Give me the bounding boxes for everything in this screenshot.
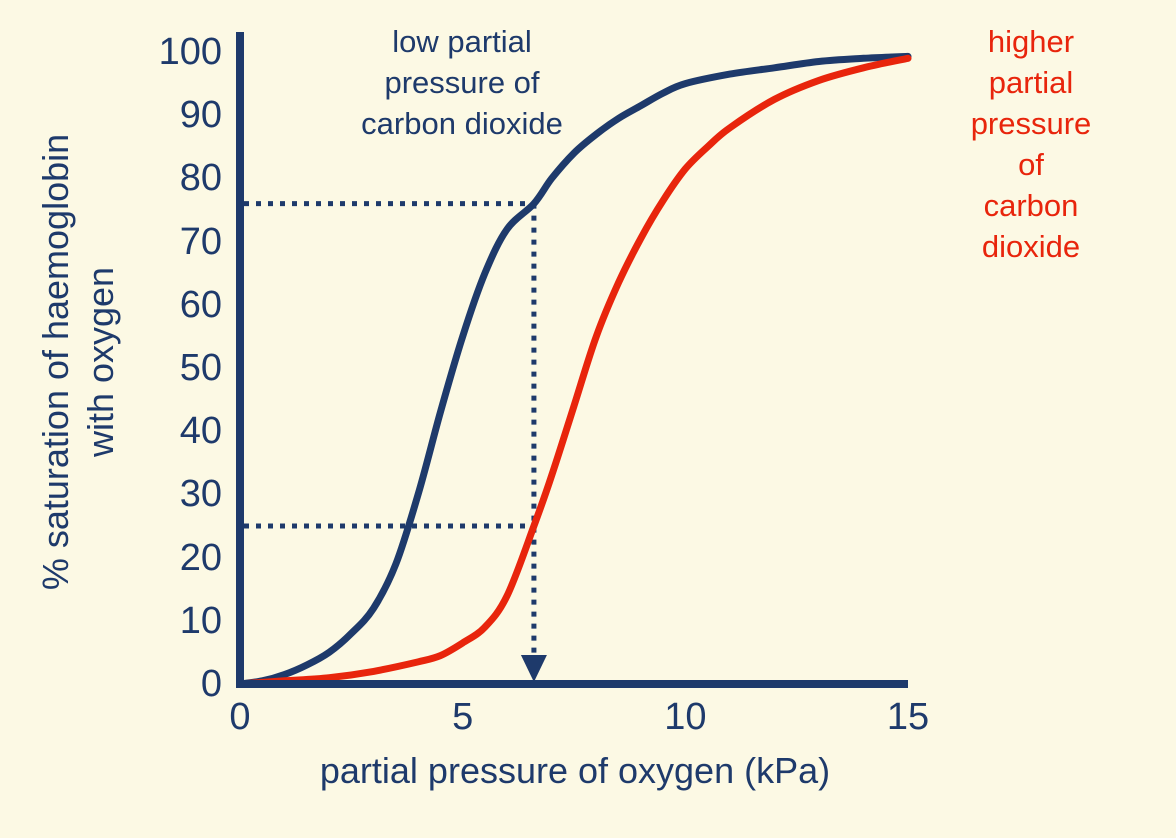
blue-curve-label: low partial pressure of carbon dioxide (361, 24, 563, 141)
y-tick-50: 50 (179, 347, 222, 389)
y-tick-60: 60 (179, 283, 222, 326)
y-tick-80: 80 (179, 157, 222, 200)
y-tick-10: 10 (179, 599, 222, 642)
curve-high-co2 (236, 54, 912, 688)
x-tick-0: 0 (229, 696, 251, 738)
y-tick-20: 20 (179, 536, 222, 579)
curve-low-co2 (236, 52, 912, 688)
y-tick-100: 100 (158, 31, 222, 73)
x-tick-5: 5 (452, 696, 474, 738)
red-curve-label: higher partial pressure of carbon dioxid… (970, 24, 1092, 264)
x-axis-title: partial pressure of oxygen (kPa) (319, 750, 831, 791)
y-tick-90: 90 (179, 94, 222, 137)
arrowhead-down-icon (520, 655, 547, 682)
y-tick-70: 70 (179, 220, 222, 263)
y-tick-40: 40 (179, 410, 222, 453)
y-tick-30: 30 (179, 473, 222, 516)
x-tick-10: 10 (664, 696, 707, 738)
y-tick-0: 0 (200, 663, 222, 705)
x-tick-15: 15 (886, 696, 930, 738)
